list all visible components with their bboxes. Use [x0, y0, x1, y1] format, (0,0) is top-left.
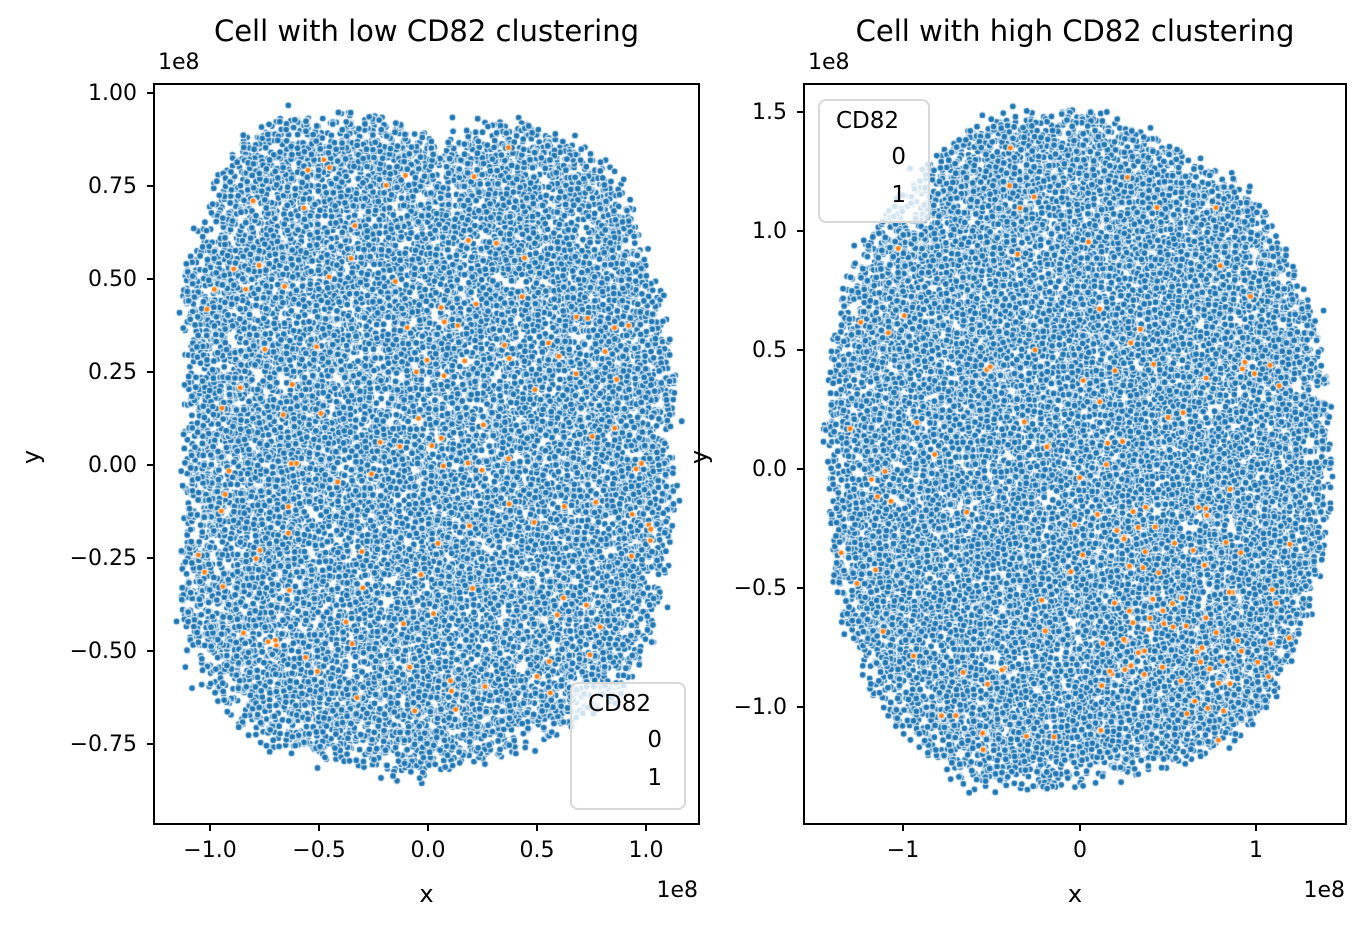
- axis-tick-mark: [536, 823, 538, 831]
- legend-entry-1: 1: [834, 176, 928, 214]
- x-axis-label: x: [419, 880, 434, 908]
- legend-title: CD82: [588, 691, 652, 717]
- y-tick-label: −0.25: [69, 546, 137, 571]
- y-tick-label: 0.0: [752, 457, 787, 482]
- axis-tick-mark: [427, 823, 429, 831]
- y-tick-label: 0.50: [88, 267, 137, 292]
- axis-tick-mark: [318, 823, 320, 831]
- x-axis-label: x: [1067, 880, 1083, 908]
- y-tick-label: −0.5: [733, 576, 787, 601]
- y-tick-label: 1.00: [88, 81, 137, 106]
- y-tick-label: 0.75: [88, 174, 137, 199]
- x-tick-label: −1.0: [183, 838, 237, 863]
- axis-tick-mark: [1079, 823, 1081, 831]
- legend-entry-label: 1: [891, 182, 906, 208]
- axis-tick-mark: [147, 557, 155, 559]
- axis-tick-mark: [797, 587, 805, 589]
- y-tick-label: −0.75: [69, 732, 137, 757]
- plot-title: Cell with high CD82 clustering: [855, 14, 1295, 48]
- x-tick-label: 1.0: [628, 838, 664, 863]
- legend-entry-1: 1: [586, 759, 684, 797]
- axis-tick-mark: [147, 650, 155, 652]
- x-tick-label: 0.5: [519, 838, 555, 863]
- legend-marker-orange-icon: [598, 774, 606, 782]
- legend-title: CD82: [836, 108, 900, 134]
- legend: CD82 0 1: [818, 99, 930, 223]
- axis-tick-mark: [147, 185, 155, 187]
- x-tick-label: −1: [886, 838, 920, 863]
- y-tick-label: 0.25: [88, 360, 137, 385]
- x-tick-label: 0: [1073, 838, 1087, 863]
- legend-entry-label: 1: [647, 765, 662, 791]
- x-tick-label: −0.5: [292, 838, 346, 863]
- legend-entry-label: 0: [891, 144, 906, 170]
- y-tick-label: 0.5: [752, 338, 787, 363]
- legend-marker-blue-icon: [598, 736, 607, 745]
- axis-tick-mark: [645, 823, 647, 831]
- x-axis-offset-text: 1e8: [656, 878, 698, 903]
- x-tick-label: 0.0: [410, 838, 446, 863]
- y-tick-label: −0.50: [69, 639, 137, 664]
- legend-entry-0: 0: [834, 138, 928, 176]
- axis-tick-mark: [147, 464, 155, 466]
- axis-tick-mark: [797, 349, 805, 351]
- axis-tick-mark: [902, 823, 904, 831]
- axis-tick-mark: [147, 278, 155, 280]
- axis-tick-mark: [1255, 823, 1257, 831]
- axis-tick-mark: [147, 371, 155, 373]
- legend-marker-orange-icon: [846, 191, 854, 199]
- axis-tick-mark: [797, 468, 805, 470]
- x-axis-offset-text: 1e8: [1303, 878, 1345, 903]
- y-tick-label: 1.0: [752, 219, 787, 244]
- axis-tick-mark: [147, 743, 155, 745]
- plot-title: Cell with low CD82 clustering: [213, 14, 640, 48]
- y-axis-offset-text: 1e8: [808, 50, 850, 75]
- y-tick-label: −1.0: [733, 695, 787, 720]
- legend-marker-blue-icon: [846, 153, 855, 162]
- axis-tick-mark: [797, 230, 805, 232]
- legend: CD82 0 1: [570, 682, 686, 810]
- legend-entry-0: 0: [586, 721, 684, 759]
- y-tick-label: 1.5: [752, 100, 787, 125]
- axis-tick-mark: [209, 823, 211, 831]
- x-tick-label: 1: [1249, 838, 1263, 863]
- y-tick-label: 0.00: [88, 453, 137, 478]
- y-axis-offset-text: 1e8: [158, 50, 200, 75]
- legend-entry-label: 0: [647, 727, 662, 753]
- axes-frame: CD82 0 1: [803, 83, 1347, 825]
- axis-tick-mark: [797, 706, 805, 708]
- axis-tick-mark: [147, 92, 155, 94]
- axes-frame: CD82 0 1: [153, 83, 700, 825]
- axis-tick-mark: [797, 111, 805, 113]
